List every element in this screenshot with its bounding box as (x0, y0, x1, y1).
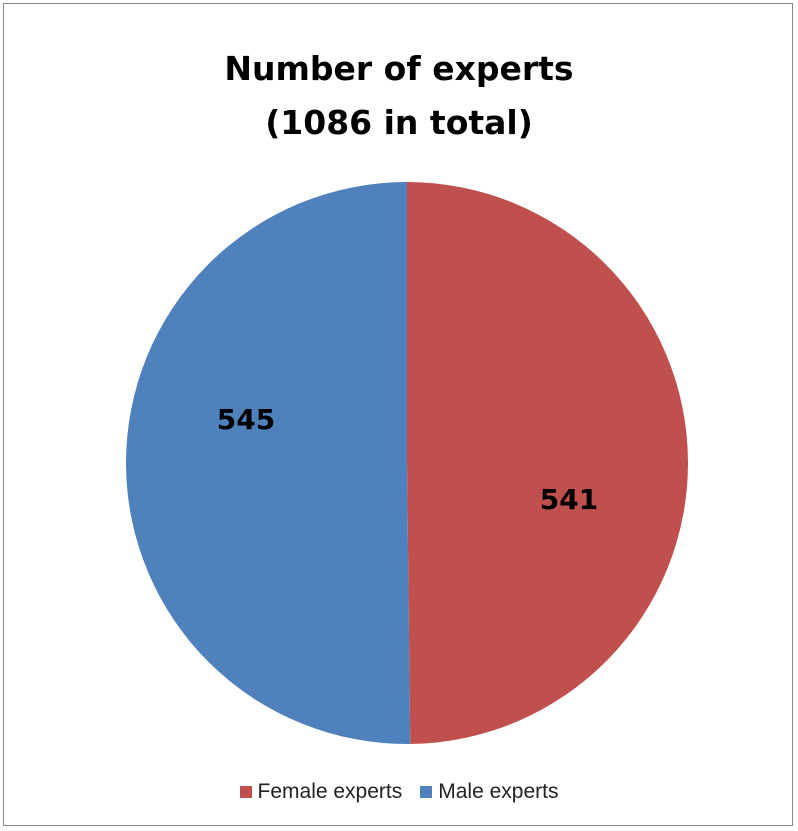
legend-label-female: Female experts (257, 780, 403, 803)
legend-label-male: Male experts (438, 780, 559, 803)
legend-swatch-male (420, 786, 433, 798)
pie-label-female-experts: 541 (540, 483, 598, 516)
chart-title-line-1: Number of experts (224, 49, 574, 88)
legend-swatch-female (239, 786, 252, 798)
pie-chart: 541 545 (125, 182, 688, 744)
chart-frame: Number of experts (1086 in total) 541 545… (3, 3, 793, 826)
legend-item-female: Female experts (239, 780, 403, 804)
pie-slices (125, 182, 688, 744)
pie-data-labels: 541 545 (217, 403, 598, 516)
pie-label-male-experts: 545 (217, 403, 275, 436)
pie-slice-female-experts (407, 182, 688, 744)
legend-item-male: Male experts (420, 780, 558, 804)
chart-legend: Female experts Male experts (4, 780, 794, 804)
chart-title: Number of experts (1086 in total) (4, 42, 794, 150)
pie-slice-male-experts (125, 182, 411, 744)
chart-title-line-2: (1086 in total) (265, 103, 533, 142)
